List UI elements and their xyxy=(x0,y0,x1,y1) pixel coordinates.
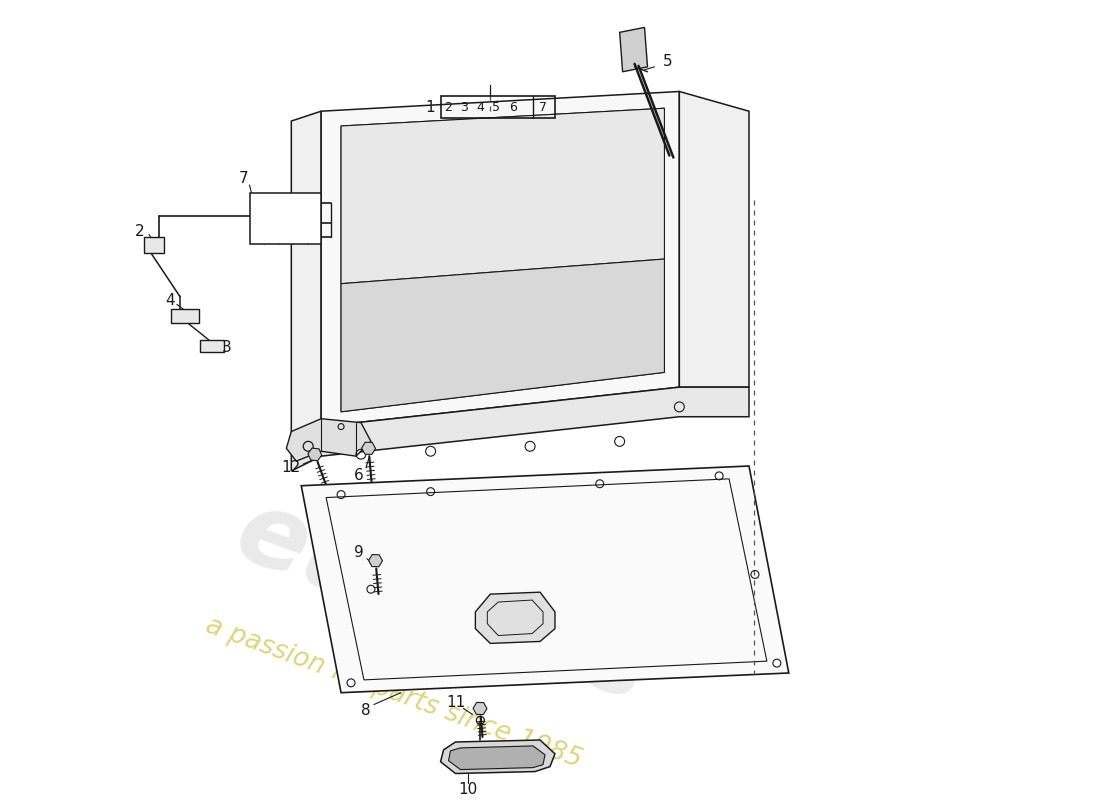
Text: euro: euro xyxy=(222,482,508,668)
Polygon shape xyxy=(475,592,556,643)
Text: 2: 2 xyxy=(444,101,452,114)
Text: 4: 4 xyxy=(476,101,484,114)
Text: 7: 7 xyxy=(239,170,249,186)
Polygon shape xyxy=(619,27,648,72)
Text: 5: 5 xyxy=(662,54,672,70)
Text: 1: 1 xyxy=(426,100,436,114)
Polygon shape xyxy=(362,442,375,454)
Text: 4: 4 xyxy=(165,293,175,308)
Polygon shape xyxy=(292,387,749,471)
Text: a passion for parts since 1985: a passion for parts since 1985 xyxy=(201,612,585,773)
Text: 3: 3 xyxy=(461,101,469,114)
Polygon shape xyxy=(301,466,789,693)
Text: 11: 11 xyxy=(446,695,465,710)
Polygon shape xyxy=(170,310,199,323)
Polygon shape xyxy=(473,702,487,714)
Polygon shape xyxy=(250,193,321,244)
Polygon shape xyxy=(308,448,322,461)
Text: Parts: Parts xyxy=(381,547,658,720)
Polygon shape xyxy=(368,554,383,566)
Text: 6: 6 xyxy=(354,468,364,483)
Polygon shape xyxy=(441,740,556,774)
Text: 8: 8 xyxy=(361,703,371,718)
Polygon shape xyxy=(286,418,371,461)
Polygon shape xyxy=(200,340,223,352)
Polygon shape xyxy=(341,108,664,284)
Polygon shape xyxy=(341,259,664,412)
Polygon shape xyxy=(292,111,321,442)
Polygon shape xyxy=(680,91,749,387)
Text: 2: 2 xyxy=(135,224,145,239)
Text: 5: 5 xyxy=(493,101,500,114)
Polygon shape xyxy=(321,91,680,426)
Text: 12: 12 xyxy=(282,461,301,475)
Text: 6: 6 xyxy=(509,101,517,114)
Text: 10: 10 xyxy=(459,782,478,797)
Text: 7: 7 xyxy=(539,101,547,114)
Polygon shape xyxy=(449,746,544,770)
Text: 3: 3 xyxy=(222,340,231,355)
Polygon shape xyxy=(144,238,164,253)
Text: 9: 9 xyxy=(354,546,364,560)
